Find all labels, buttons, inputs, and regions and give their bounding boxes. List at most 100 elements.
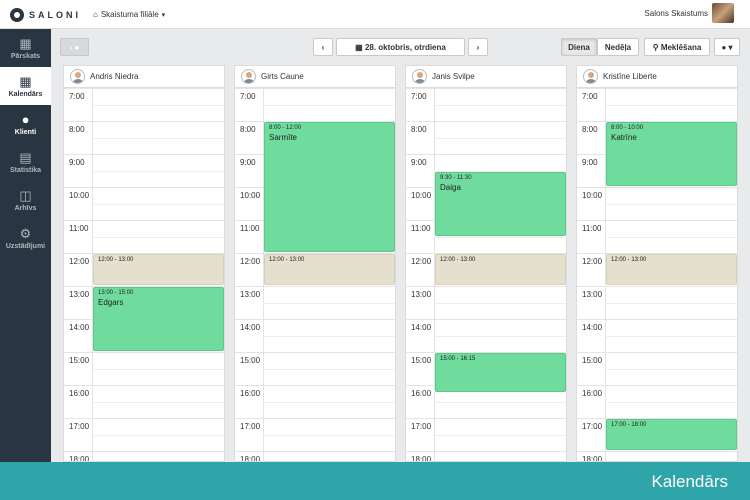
search-label: Meklēšana xyxy=(660,42,702,52)
hour-label: 12:00 xyxy=(411,257,432,266)
hour-slot[interactable]: 7:00 xyxy=(577,88,737,121)
hour-label: 12:00 xyxy=(69,257,90,266)
hour-slot[interactable]: 8:00 xyxy=(406,121,566,154)
hour-slot[interactable]: 13:00 xyxy=(406,286,566,319)
appointment-block[interactable]: 8:00 - 12:00 Sarmīte xyxy=(264,122,395,252)
next-day-button[interactable]: › xyxy=(468,38,488,56)
appointment-client: Sarmīte xyxy=(269,133,298,142)
appointment-block[interactable]: 13:00 - 15:00 Edgars xyxy=(93,287,224,351)
hour-label: 10:00 xyxy=(582,191,603,200)
hour-label: 17:00 xyxy=(240,422,261,431)
hour-slot[interactable]: 13:00 xyxy=(577,286,737,319)
hour-slot[interactable]: 17:00 xyxy=(406,418,566,451)
half-hour-line xyxy=(92,369,224,370)
break-block[interactable]: 12:00 - 13:00 xyxy=(606,254,737,285)
sidebar-item-clients[interactable]: ● Klienti xyxy=(0,105,51,143)
hour-label: 15:00 xyxy=(240,356,261,365)
hour-label: 13:00 xyxy=(582,290,603,299)
hour-slot[interactable]: 7:00 xyxy=(406,88,566,121)
hour-slot[interactable]: 16:00 xyxy=(577,385,737,418)
hour-slot[interactable]: 15:00 xyxy=(235,352,395,385)
hour-slot[interactable]: 18:00 xyxy=(406,451,566,461)
salon-avatar[interactable] xyxy=(712,3,734,23)
staff-header[interactable]: Janis Svilpe xyxy=(406,66,566,88)
calendar-icon: ▦ xyxy=(19,73,32,89)
date-picker-button[interactable]: ▦ 28. oktobris, otrdiena xyxy=(336,38,465,56)
staff-header[interactable]: Girts Caune xyxy=(235,66,395,88)
hour-label: 8:00 xyxy=(582,125,598,134)
appointment-time: 17:00 - 18:00 xyxy=(611,422,647,428)
hour-slot[interactable]: 15:00 xyxy=(64,352,224,385)
half-hour-line xyxy=(92,138,224,139)
sidebar-item-overview[interactable]: ▦ Pārskats xyxy=(0,29,51,67)
hour-slot[interactable]: 11:00 xyxy=(577,220,737,253)
bottom-banner: Kalendārs xyxy=(0,462,750,500)
caret-down-icon: ▾ xyxy=(161,11,166,19)
hour-slot[interactable]: 17:00 xyxy=(235,418,395,451)
hour-slot[interactable]: 14:00 xyxy=(577,319,737,352)
hour-slot[interactable]: 18:00 xyxy=(64,451,224,462)
appointment-block[interactable]: 17:00 - 18:00 xyxy=(606,419,737,450)
hour-slot[interactable]: 11:00 xyxy=(64,220,224,253)
break-block[interactable]: 12:00 - 13:00 xyxy=(93,254,224,285)
hour-slot[interactable]: 7:00 xyxy=(64,88,224,121)
staff-header[interactable]: Kristīne Liberte xyxy=(577,66,737,88)
hour-slot[interactable]: 17:00 xyxy=(64,418,224,451)
hour-label: 8:00 xyxy=(69,125,85,134)
hour-slot[interactable]: 13:00 xyxy=(235,286,395,319)
hour-label: 11:00 xyxy=(69,224,89,233)
staff-name: Janis Svilpe xyxy=(432,72,475,81)
hour-slot[interactable]: 16:00 xyxy=(235,385,395,418)
appointment-block[interactable]: 15:00 - 16:15 xyxy=(435,353,566,393)
hour-label: 15:00 xyxy=(582,356,603,365)
half-hour-line xyxy=(263,369,395,370)
appointment-time: 12:00 - 13:00 xyxy=(440,257,476,263)
hour-slot[interactable]: 14:00 xyxy=(406,319,566,352)
staff-column: Andris Niedra 7:00 8:00 9:00 10:00 11:00 12:00… xyxy=(63,65,225,462)
hour-slot[interactable]: 14:00 xyxy=(235,319,395,352)
hour-slot[interactable]: 15:00 xyxy=(577,352,737,385)
hour-label: 18:00 xyxy=(69,455,90,462)
salon-name[interactable]: Salons Skaistums xyxy=(644,9,708,18)
calendar-icon: ▦ xyxy=(355,42,363,52)
hour-label: 9:00 xyxy=(69,158,85,167)
sidebar-item-settings[interactable]: ⚙ Uzstādījumi xyxy=(0,219,51,257)
hour-slot[interactable]: 7:00 xyxy=(235,88,395,121)
break-block[interactable]: 12:00 - 13:00 xyxy=(435,254,566,285)
caret-down-icon: ▾ xyxy=(728,42,733,52)
hour-label: 16:00 xyxy=(69,389,90,398)
sidebar-item-calendar[interactable]: ▦ Kalendārs xyxy=(0,67,51,105)
sidebar-item-archive[interactable]: ◫ Arhīvs xyxy=(0,181,51,219)
hour-label: 7:00 xyxy=(411,92,427,101)
staff-filter-button[interactable]: ● ▾ xyxy=(714,38,740,56)
appointment-block[interactable]: 8:00 - 10:00 Katrīne xyxy=(606,122,737,186)
hour-slot[interactable]: 8:00 xyxy=(64,121,224,154)
view-week-button[interactable]: Nedēļa xyxy=(597,38,639,56)
view-day-button[interactable]: Diena xyxy=(561,38,597,56)
branch-selector[interactable]: ⌂ Skaistuma filiāle ▾ xyxy=(93,10,165,19)
hour-slot[interactable]: 9:00 xyxy=(64,154,224,187)
hour-slot[interactable]: 10:00 xyxy=(577,187,737,220)
sidebar-item-statistics[interactable]: ▤ Statistika xyxy=(0,143,51,181)
prev-day-button[interactable]: ‹ xyxy=(313,38,333,56)
appointment-block[interactable]: 9:30 - 11:30 Daiga xyxy=(435,171,566,236)
branch-label: Skaistuma filiāle xyxy=(100,10,159,19)
hour-slot[interactable]: 10:00 xyxy=(64,187,224,220)
break-block[interactable]: 12:00 - 13:00 xyxy=(264,254,395,285)
search-icon: ⚲ xyxy=(652,42,659,52)
appointment-time: 8:00 - 10:00 xyxy=(611,125,644,131)
avatar xyxy=(412,69,427,84)
banner-title: Kalendārs xyxy=(651,472,728,491)
sidebar: ▦ Pārskats ▦ Kalendārs ● Klienti ▤ Stati… xyxy=(0,29,51,500)
book-icon: ◫ xyxy=(19,187,32,203)
staff-header[interactable]: Andris Niedra xyxy=(64,66,224,88)
hour-slot[interactable]: 18:00 xyxy=(577,451,737,461)
logo[interactable]: SALONI xyxy=(10,8,81,22)
hour-label: 8:00 xyxy=(240,125,256,134)
back-user-button[interactable]: ‹ ● xyxy=(60,38,89,56)
hour-label: 9:00 xyxy=(411,158,427,167)
search-button[interactable]: ⚲ Meklēšana xyxy=(644,38,710,56)
hour-slot[interactable]: 16:00 xyxy=(64,385,224,418)
user-icon: ● xyxy=(21,111,30,127)
hour-slot[interactable]: 18:00 xyxy=(235,451,395,461)
